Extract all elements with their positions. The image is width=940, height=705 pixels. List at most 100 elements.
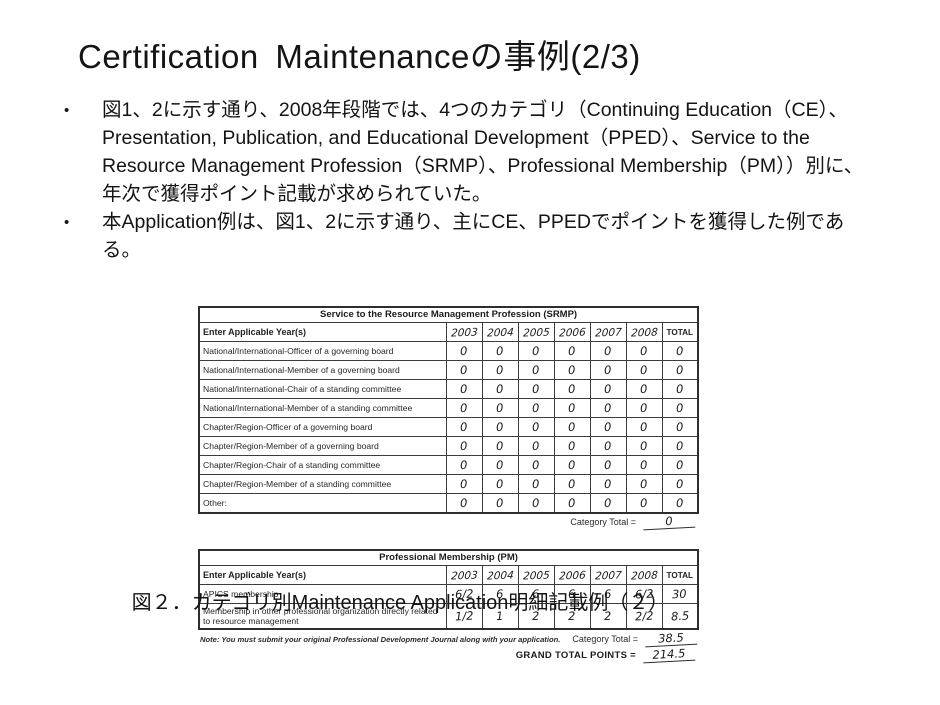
form-row-label: Chapter/Region-Member of a standing comm…: [198, 474, 447, 494]
slide-title: Certification Maintenanceの事例(2/3): [78, 38, 641, 75]
form-cell: 0: [481, 360, 519, 380]
handwritten-value: 0: [531, 495, 540, 511]
year-header-cell: 2006: [553, 565, 591, 585]
year-header-cell: 2004: [481, 565, 519, 585]
form-row-total-cell: 0: [661, 455, 699, 475]
form-cell: 0: [553, 436, 591, 456]
handwritten-value: 0: [603, 400, 612, 416]
form-cell: 0: [481, 398, 519, 418]
form-cell: 0: [625, 379, 663, 399]
handwritten-total: 0: [675, 400, 684, 416]
handwritten-value: 0: [459, 476, 468, 492]
handwritten-value: 0: [603, 495, 612, 511]
handwritten-total: 0: [675, 381, 684, 397]
handwritten-value: 0: [459, 495, 468, 511]
form-cell: 1/2: [445, 603, 483, 629]
form-row: Membership in other professional organiz…: [198, 603, 699, 629]
form-cell: 0: [481, 474, 519, 494]
handwritten-year: 2005: [522, 326, 550, 340]
form-cell: 0: [517, 417, 555, 437]
form-row: Chapter/Region-Member of a governing boa…: [198, 436, 699, 456]
handwritten-value: 0: [567, 457, 576, 473]
form-row: Other: 0 0 0 0 0 0 0: [198, 493, 699, 514]
handwritten-value: 0: [567, 400, 576, 416]
handwritten-year: 2003: [450, 569, 478, 583]
form-row-label: Other:: [198, 493, 447, 514]
handwritten-value: 0: [459, 343, 468, 359]
form-row-label: National/International-Member of a stand…: [198, 398, 447, 418]
handwritten-value: 0: [603, 438, 612, 454]
srmp-table: Service to the Resource Management Profe…: [198, 306, 700, 514]
year-header-cell: 2003: [445, 322, 483, 342]
form-cell: 0: [445, 474, 483, 494]
grand-total-line: GRAND TOTAL POINTS = 214.5: [198, 646, 696, 663]
bullet-list: • 図1、2に示す通り、2008年段階では、4つのカテゴリ（Continuing…: [62, 96, 864, 264]
form-cell: 0: [445, 455, 483, 475]
handwritten-value: 0: [639, 419, 648, 435]
form-cell: 0: [517, 398, 555, 418]
form-cell: 0: [481, 493, 519, 514]
handwritten-year: 2006: [558, 326, 586, 340]
form-cell: 0: [553, 398, 591, 418]
form-cell: 0: [625, 417, 663, 437]
form-row: National/International-Officer of a gove…: [198, 341, 699, 361]
form-cell: 0: [517, 436, 555, 456]
srmp-table-title: Service to the Resource Management Profe…: [198, 306, 699, 323]
form-cell: 0: [589, 341, 627, 361]
enter-years-label: Enter Applicable Year(s): [198, 322, 447, 342]
category-total-label: Category Total =: [572, 633, 638, 644]
handwritten-value: 0: [567, 495, 576, 511]
form-row-label: Chapter/Region-Member of a governing boa…: [198, 436, 447, 456]
form-cell: 0: [589, 493, 627, 514]
handwritten-value: 0: [495, 400, 504, 416]
handwritten-total: 0: [675, 476, 684, 492]
form-cell: 0: [625, 455, 663, 475]
form-cell: 2: [553, 603, 591, 629]
form-row-label: National/International-Member of a gover…: [198, 360, 447, 380]
form-cell: 0: [625, 398, 663, 418]
handwritten-year: 2004: [486, 326, 514, 340]
handwritten-value: 0: [603, 343, 612, 359]
handwritten-year: 2006: [558, 569, 586, 583]
handwritten-year: 2007: [594, 326, 622, 340]
form-cell: 0: [625, 493, 663, 514]
pm-note-and-total-line: Note: You must submit your original Prof…: [198, 630, 698, 647]
form-row-label: Chapter/Region-Officer of a governing bo…: [198, 417, 447, 437]
handwritten-value: 0: [495, 495, 504, 511]
handwritten-value: 0: [603, 476, 612, 492]
handwritten-total: 0: [675, 343, 684, 359]
form-cell: 0: [445, 493, 483, 514]
form-cell: 0: [481, 341, 519, 361]
handwritten-year: 2005: [522, 569, 550, 583]
form-cell: 0: [481, 436, 519, 456]
form-cell: 0: [553, 417, 591, 437]
form-row: Chapter/Region-Member of a standing comm…: [198, 474, 699, 494]
year-header-cell: 2005: [517, 322, 555, 342]
form-cell: 0: [481, 455, 519, 475]
handwritten-value: 0: [603, 362, 612, 378]
spacer: [198, 529, 697, 549]
handwritten-value: 0: [531, 362, 540, 378]
year-header-row: Enter Applicable Year(s) 2003 2004 2005 2006…: [198, 322, 699, 342]
form-cell: 0: [589, 474, 627, 494]
form-row: APICS membership 6/2 6 6 6 6 6/2 30: [198, 584, 699, 604]
form-row: Chapter/Region-Chair of a standing commi…: [198, 455, 699, 475]
year-header-cell: 2005: [517, 565, 555, 585]
pm-table: Professional Membership (PM) Enter Appli…: [198, 549, 700, 630]
year-header-cell: 2006: [553, 322, 591, 342]
handwritten-value: 0: [531, 457, 540, 473]
handwritten-value: 0: [459, 400, 468, 416]
handwritten-value: 0: [567, 362, 576, 378]
handwritten-value: 0: [639, 381, 648, 397]
handwritten-value: 0: [495, 343, 504, 359]
form-cell: 0: [625, 474, 663, 494]
handwritten-value: 0: [639, 362, 648, 378]
form-cell: 0: [589, 379, 627, 399]
handwritten-total: 0: [675, 419, 684, 435]
form-cell: 0: [553, 379, 591, 399]
form-cell: 0: [445, 341, 483, 361]
year-header-cell: 2008: [625, 565, 663, 585]
handwritten-value: 0: [459, 419, 468, 435]
form-row-total-cell: 8.5: [661, 603, 699, 629]
pm-category-total-line: Category Total = 38.5: [572, 630, 698, 647]
